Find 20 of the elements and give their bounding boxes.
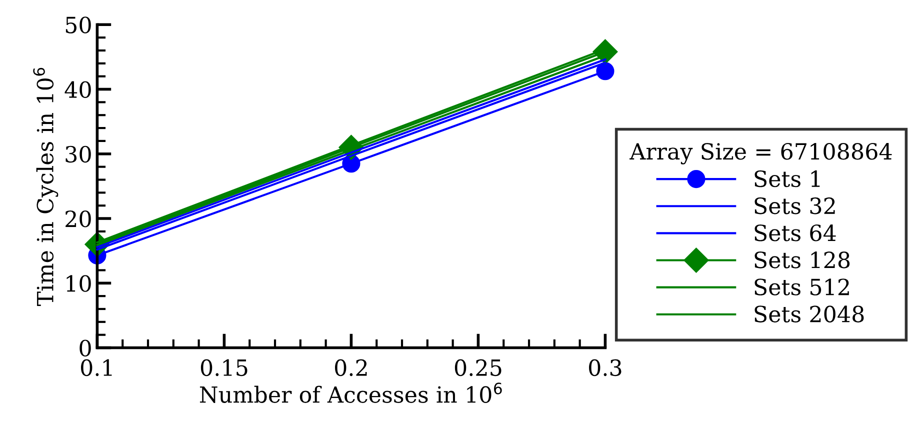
x-tick-label: 0.3 (589, 359, 622, 376)
y-tick-label: 50 (66, 16, 91, 34)
x-tick-label: 0.1 (80, 359, 112, 376)
x-tick-label: 0.25 (454, 359, 502, 376)
legend-title: Array Size = 67108864 (630, 142, 892, 164)
y-tick-label: 40 (64, 81, 91, 98)
y-tick-label: 0 (80, 340, 91, 357)
y-tick-label: 10 (66, 275, 91, 292)
y-axis-title: Time in Cycles in 10$^{6}$ (33, 68, 58, 306)
y-tick-label: 20 (66, 210, 91, 228)
legend-label: Sets 1 (754, 170, 820, 188)
legend-label: Sets 512 (754, 278, 849, 296)
x-tick-label: 0.15 (200, 359, 248, 376)
legend-label: Sets 2048 (754, 306, 864, 322)
x-tick-label: 0.2 (335, 359, 367, 376)
y-tick-label: 30 (66, 146, 91, 163)
x-axis-title: Number of Accesses in 10$^{6}$ (200, 382, 502, 403)
legend-label: Sets 128 (754, 252, 850, 268)
legend-label: Sets 32 (754, 197, 835, 214)
legend-label: Sets 64 (754, 224, 836, 242)
